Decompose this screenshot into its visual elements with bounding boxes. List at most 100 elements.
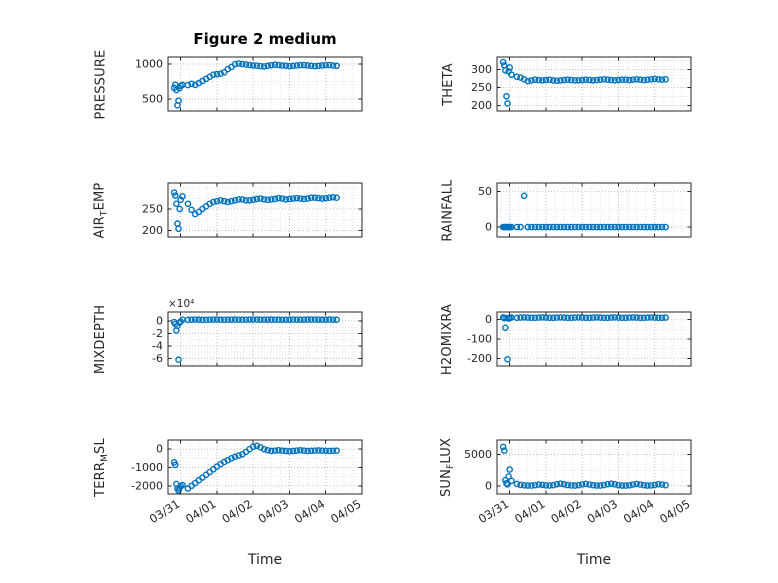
- data-point-marker: [235, 196, 243, 203]
- data-point-marker: [575, 77, 582, 84]
- data-point-marker: [311, 62, 319, 70]
- data-point-marker: [235, 60, 243, 67]
- data-point-marker: [322, 447, 330, 455]
- data-point-marker: [228, 455, 235, 462]
- data-point-marker: [640, 481, 648, 489]
- data-point-marker: [286, 448, 293, 455]
- data-point-marker: [503, 92, 510, 100]
- data-point-marker: [571, 77, 579, 84]
- data-point-marker: [513, 73, 521, 81]
- data-point-marker: [304, 316, 311, 323]
- y-label-segment: RAINFALL: [440, 178, 456, 242]
- data-point-marker: [564, 223, 572, 231]
- data-point-marker: [297, 316, 304, 324]
- data-point-marker: [504, 481, 511, 488]
- data-point-marker: [499, 58, 507, 66]
- data-point-marker: [597, 223, 604, 231]
- data-point-marker: [553, 77, 561, 85]
- data-point-marker: [184, 316, 192, 324]
- data-point-marker: [571, 482, 579, 489]
- data-point-marker: [499, 443, 507, 451]
- y-tick-label: -100: [467, 333, 492, 346]
- data-point-marker: [199, 316, 206, 324]
- data-point-marker: [176, 205, 183, 213]
- y-axis-label-text: AIRTEMP: [93, 182, 110, 238]
- data-point-marker: [593, 314, 601, 321]
- y-axis-label-pressure: PRESSURE: [92, 49, 110, 119]
- data-point-marker: [228, 197, 235, 205]
- y-label-segment: H2OMIXRA: [440, 303, 456, 375]
- data-point-marker: [582, 223, 590, 231]
- data-point-marker: [647, 314, 655, 321]
- axes-box: [496, 56, 692, 112]
- x-tick-label: 04/04: [292, 497, 328, 526]
- data-point-marker: [504, 355, 511, 363]
- data-point-marker: [528, 314, 535, 322]
- data-point-marker: [615, 223, 622, 231]
- data-point-marker: [633, 76, 640, 83]
- data-point-marker: [622, 223, 630, 231]
- plot-area-sun-flux: 0 5000 03/31 04/01 04/02 04/03 04/04 04/05: [464, 439, 693, 526]
- data-point-marker: [500, 447, 508, 454]
- data-point-marker: [184, 200, 192, 208]
- data-point-marker: [655, 76, 662, 83]
- data-point-marker: [508, 71, 515, 78]
- data-point-marker: [217, 196, 224, 204]
- data-point-marker: [318, 62, 326, 69]
- data-point-marker: [171, 461, 179, 469]
- y-label-segment: LUX: [439, 437, 455, 464]
- data-point-marker: [524, 77, 532, 85]
- data-point-marker: [188, 316, 195, 323]
- data-point-marker: [618, 223, 626, 231]
- data-point-marker: [286, 195, 293, 203]
- data-point-marker: [304, 62, 311, 69]
- data-point-marker: [636, 314, 644, 322]
- data-point-marker: [326, 61, 333, 69]
- data-point-marker: [586, 223, 593, 231]
- data-point-marker: [206, 316, 214, 323]
- data-point-marker: [618, 76, 626, 83]
- x-tick-label: 04/03: [256, 497, 292, 526]
- data-point-marker: [629, 76, 637, 83]
- data-point-marker: [502, 324, 509, 332]
- data-point-marker: [278, 195, 286, 202]
- data-point-marker: [520, 482, 528, 489]
- data-point-marker: [174, 220, 181, 227]
- data-point-marker: [546, 482, 553, 489]
- x-tick-label: 03/31: [147, 497, 183, 526]
- axes-box: [496, 439, 692, 495]
- y-axis-label-text: TERRMSL: [93, 438, 110, 497]
- y-label-segment: SUN: [439, 468, 455, 497]
- data-point-marker: [575, 481, 582, 489]
- data-point-marker: [297, 61, 304, 69]
- data-point-marker: [575, 314, 582, 321]
- data-point-marker: [568, 76, 575, 84]
- data-point-marker: [560, 480, 568, 488]
- data-point-marker: [531, 481, 539, 489]
- y-axis-label-text: THETA: [441, 63, 456, 106]
- data-point-marker: [644, 223, 651, 231]
- data-point-marker: [549, 77, 557, 84]
- subplot-air-temp: AIRTEMP 200 250: [93, 182, 363, 238]
- data-point-marker: [249, 196, 257, 204]
- y-axis-label-h2omixra: H2OMIXRA: [439, 303, 457, 374]
- data-point-marker: [571, 314, 579, 321]
- data-point-marker: [231, 316, 239, 323]
- data-point-marker: [513, 314, 521, 322]
- data-point-marker: [278, 447, 286, 454]
- data-point-marker: [568, 482, 575, 489]
- x-axis-label-left: Time: [247, 552, 283, 568]
- data-point-marker: [564, 481, 572, 489]
- data-point-marker: [502, 67, 509, 74]
- y-tick-label: 0: [156, 443, 163, 456]
- data-point-marker: [307, 62, 315, 70]
- x-tick-label: 04/01: [512, 497, 548, 526]
- plot-area-terr-msl: -2000 -1000 0 03/31 04/01 04/02 04/03 04/04 04/0…: [131, 439, 364, 526]
- data-point-marker: [531, 223, 539, 231]
- data-point-marker: [655, 223, 662, 231]
- data-point-marker: [629, 481, 637, 488]
- data-point-marker: [647, 482, 655, 489]
- data-point-marker: [231, 196, 239, 204]
- data-point-marker: [179, 193, 186, 200]
- data-point-marker: [546, 223, 553, 231]
